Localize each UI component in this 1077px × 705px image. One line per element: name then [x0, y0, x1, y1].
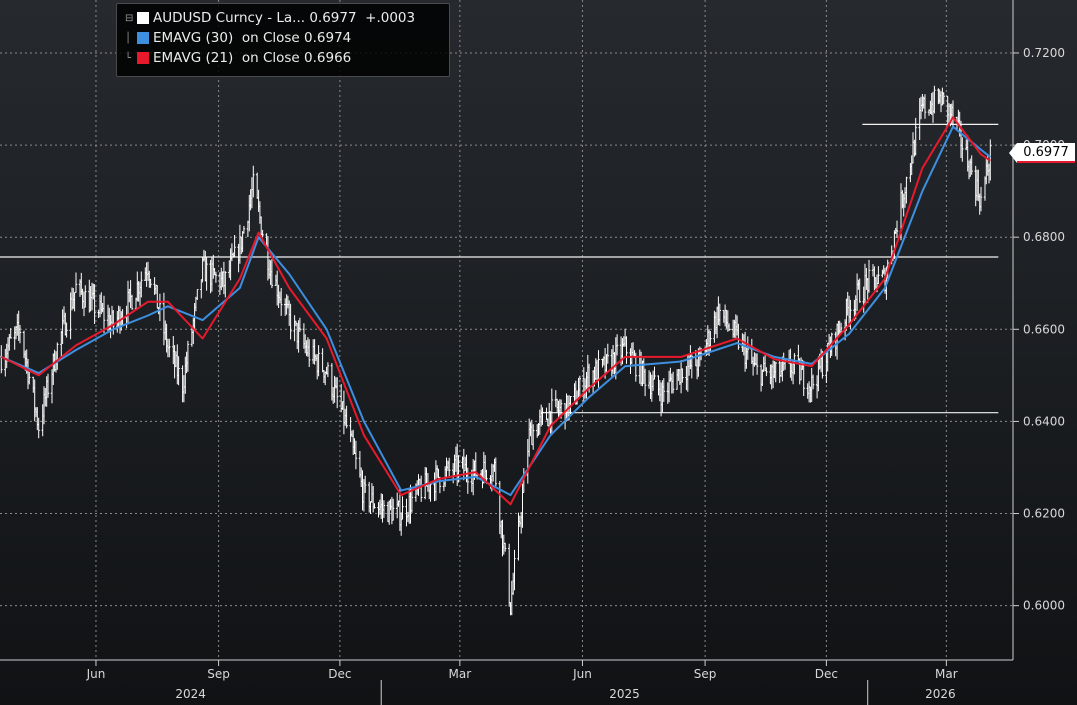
legend-swatch-price: [137, 12, 149, 24]
y-tick-label: 0.6200: [1023, 507, 1065, 521]
y-tick-label: 0.6000: [1023, 599, 1065, 613]
x-tick-label: Jun: [86, 667, 106, 681]
ema-lines: [0, 116, 991, 506]
year-label: 2024: [175, 687, 206, 701]
y-tick-label: 0.7200: [1023, 46, 1065, 60]
tree-branch-icon: │: [125, 32, 132, 44]
x-tick-label: Dec: [815, 667, 838, 681]
ema21-line: [0, 116, 991, 506]
year-label: 2026: [925, 687, 956, 701]
x-tick-label: Dec: [328, 667, 351, 681]
y-tick-label: 0.6400: [1023, 414, 1065, 428]
x-tick-label: Mar: [449, 667, 472, 681]
legend-row-ema21[interactable]: └ EMAVG (21) on Close 0.6966: [125, 48, 443, 68]
legend-text-ema30: EMAVG (30) on Close 0.6974: [153, 30, 352, 46]
ema30-line: [0, 125, 991, 497]
tree-branch-end-icon: └: [125, 52, 132, 64]
x-tick-label: Mar: [935, 667, 958, 681]
legend-swatch-ema30: [137, 32, 149, 44]
x-tick-label: Sep: [207, 667, 230, 681]
x-tick-label: Sep: [694, 667, 717, 681]
tree-collapse-icon[interactable]: ⊟: [125, 12, 134, 24]
legend-row-ema30[interactable]: │ EMAVG (30) on Close 0.6974: [125, 28, 443, 48]
y-tick-label: 0.6600: [1023, 322, 1065, 336]
y-tick-label: 0.6800: [1023, 230, 1065, 244]
last-value-arrow: [1009, 143, 1017, 163]
price-bars: [0, 85, 992, 616]
price-ohlc-bars: [0, 85, 992, 616]
legend-text-ema21: EMAVG (21) on Close 0.6966: [153, 50, 352, 66]
legend-text-price: AUDUSD Curncy - La... 0.6977 +.0003: [153, 10, 416, 26]
legend-swatch-ema21: [137, 52, 149, 64]
grid-layer: [0, 0, 1013, 660]
x-tick-label: Jun: [572, 667, 592, 681]
year-label: 2025: [609, 687, 640, 701]
legend-row-price[interactable]: ⊟ AUDUSD Curncy - La... 0.6977 +.0003: [125, 8, 443, 28]
last-value-label: 0.6977: [1017, 143, 1075, 163]
horizontal-lines: [0, 123, 999, 414]
chart-legend: ⊟ AUDUSD Curncy - La... 0.6977 +.0003 │ …: [116, 3, 450, 77]
